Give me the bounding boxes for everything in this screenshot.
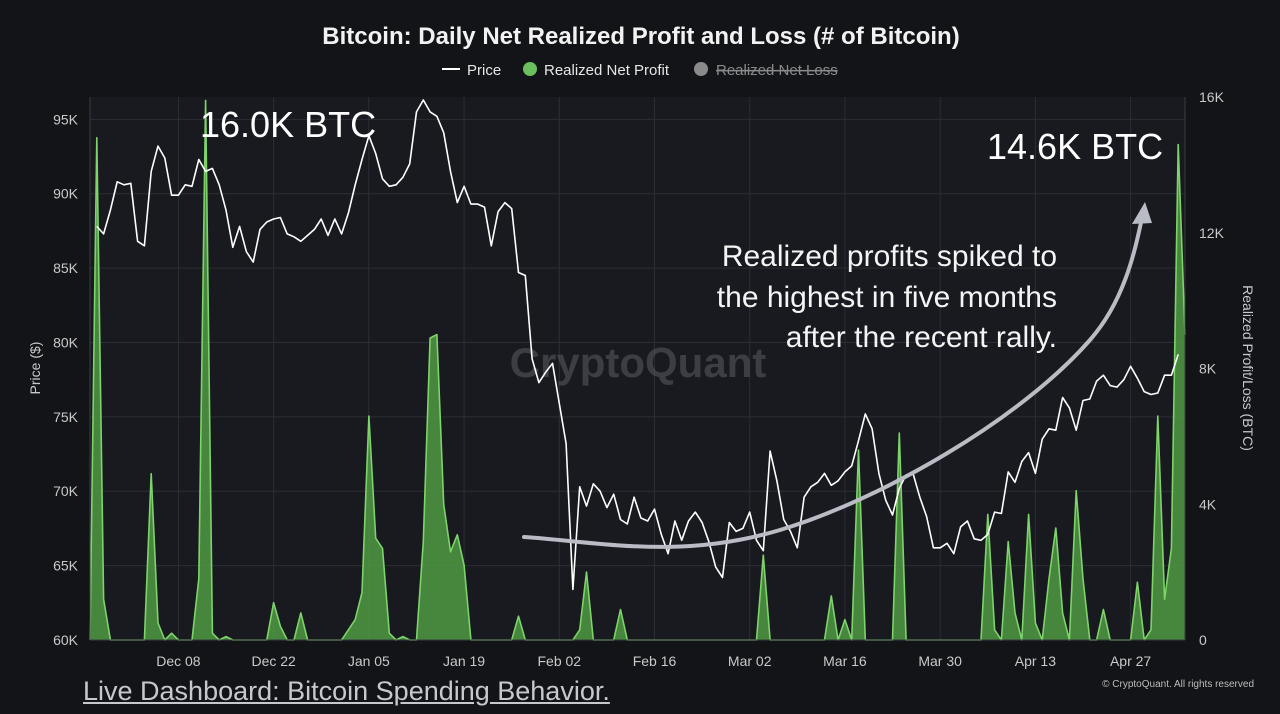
plot-area — [90, 97, 1185, 640]
y-tick-left: 95K — [53, 111, 79, 127]
y-tick-left: 85K — [53, 260, 79, 276]
y-tick-left: 65K — [53, 558, 79, 574]
x-tick: Feb 02 — [537, 653, 581, 669]
profit-area — [90, 100, 1185, 640]
x-tick: Mar 02 — [728, 653, 772, 669]
x-tick: Jan 05 — [348, 653, 390, 669]
chart-title: Bitcoin: Daily Net Realized Profit and L… — [322, 23, 959, 50]
price-line — [96, 99, 1179, 591]
y-tick-right: 12K — [1199, 225, 1225, 241]
axes: 60K 65K 70K 75K 80K 85K 90K 95K 0 4K 8K 12K 16K Dec 0… — [53, 89, 1224, 669]
legend: Price Realized Net Profit Realized Net L… — [442, 62, 838, 79]
watermark: CryptoQuant — [510, 339, 767, 386]
y-tick-right: 0 — [1199, 632, 1207, 648]
y-tick-right: 8K — [1199, 361, 1217, 377]
y-tick-right: 4K — [1199, 496, 1217, 512]
x-tick: Feb 16 — [633, 653, 677, 669]
x-tick: Dec 22 — [251, 653, 296, 669]
legend-loss[interactable]: Realized Net Loss — [716, 62, 838, 79]
y-tick-left: 80K — [53, 334, 79, 350]
x-tick: Dec 08 — [156, 653, 201, 669]
trend-arrow — [522, 202, 1152, 549]
x-tick: Apr 13 — [1015, 653, 1056, 669]
annotation-peak-left: 16.0K BTC — [200, 104, 376, 145]
legend-price[interactable]: Price — [467, 62, 501, 79]
legend-loss-icon — [694, 62, 708, 76]
live-dashboard-link[interactable]: Live Dashboard: Bitcoin Spending Behavio… — [83, 676, 610, 706]
y-tick-right: 16K — [1199, 89, 1225, 105]
x-tick: Mar 16 — [823, 653, 867, 669]
annotation-note: Realized profits spiked to the highest i… — [717, 240, 1057, 354]
x-tick: Mar 30 — [918, 653, 962, 669]
y-axis-left-title: Price ($) — [27, 342, 43, 395]
copyright-text: © CryptoQuant. All rights reserved — [1102, 679, 1254, 690]
y-tick-left: 60K — [53, 632, 79, 648]
x-tick: Apr 27 — [1110, 653, 1151, 669]
x-tick: Jan 19 — [443, 653, 485, 669]
trend-arrow-curve — [522, 216, 1144, 549]
price-series — [96, 99, 1179, 591]
annotation-peak-right: 14.6K BTC — [987, 126, 1163, 167]
y-tick-left: 70K — [53, 483, 79, 499]
annotation-note-line-2: the highest in five months — [717, 281, 1057, 314]
legend-profit[interactable]: Realized Net Profit — [544, 62, 670, 79]
trend-arrow-head — [1132, 202, 1152, 224]
legend-profit-icon — [523, 62, 537, 76]
y-tick-left: 75K — [53, 409, 79, 425]
annotation-note-line-3: after the recent rally. — [786, 321, 1057, 354]
y-axis-right-title: Realized Profit/Loss (BTC) — [1240, 285, 1256, 451]
annotation-note-line-1: Realized profits spiked to — [722, 240, 1057, 273]
y-tick-left: 90K — [53, 186, 79, 202]
